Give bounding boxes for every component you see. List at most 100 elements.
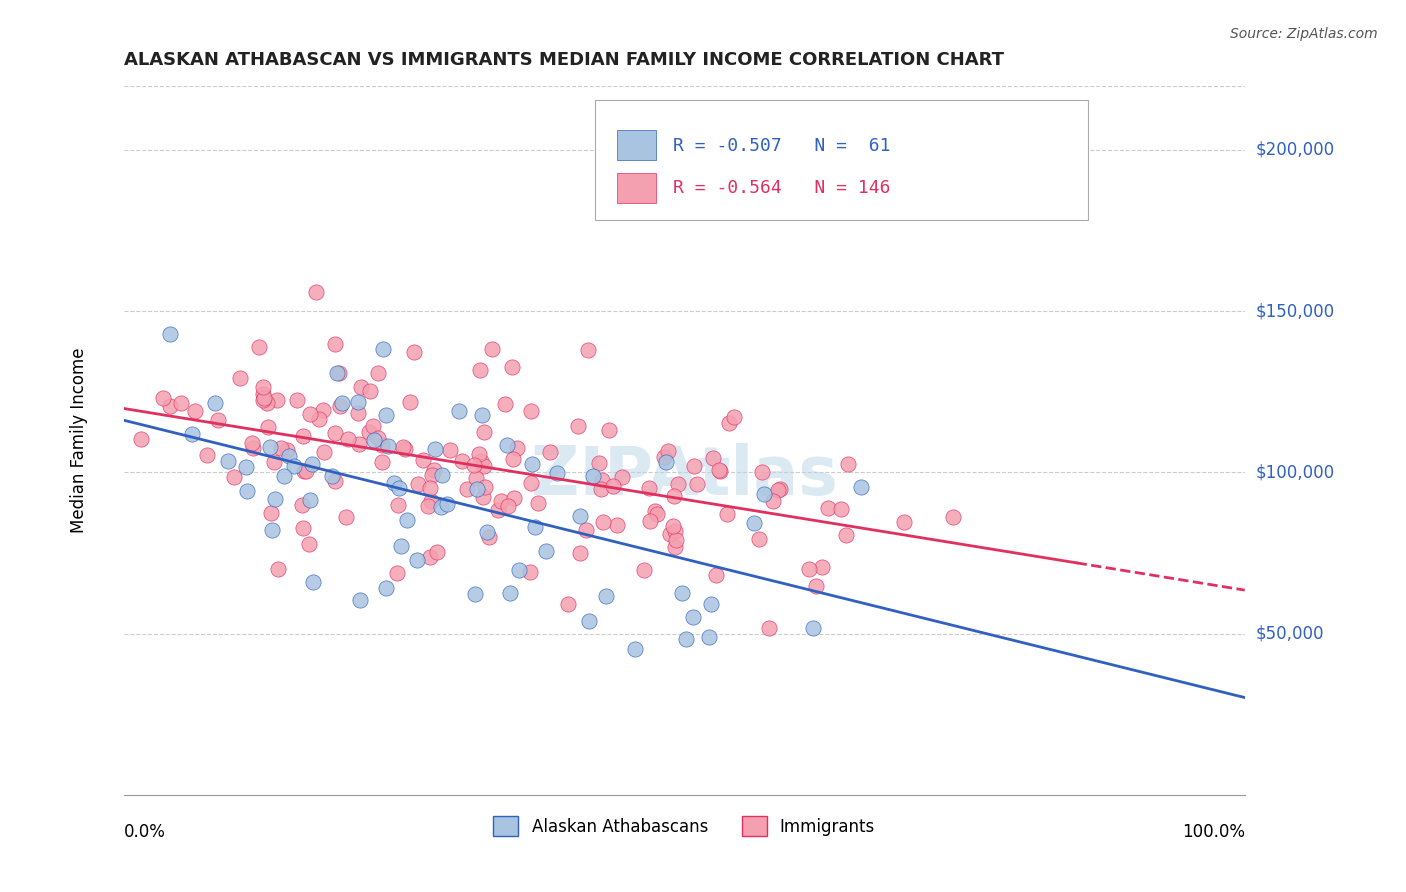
Alaskan Athabascans: [217, 453, 239, 467]
Text: 100.0%: 100.0%: [1181, 823, 1244, 841]
Immigrants: [229, 371, 252, 385]
Alaskan Athabascans: [682, 610, 704, 624]
Immigrants: [519, 565, 541, 579]
Immigrants: [276, 442, 298, 457]
Immigrants: [252, 380, 274, 394]
Text: $200,000: $200,000: [1256, 141, 1336, 159]
Immigrants: [686, 476, 709, 491]
Immigrants: [664, 524, 686, 539]
Alaskan Athabascans: [623, 641, 645, 656]
Immigrants: [242, 441, 264, 455]
Alaskan Athabascans: [382, 476, 405, 491]
Immigrants: [657, 444, 679, 458]
Immigrants: [361, 419, 384, 434]
Alaskan Athabascans: [326, 366, 349, 380]
Immigrants: [471, 490, 494, 504]
Alaskan Athabascans: [330, 396, 353, 410]
Immigrants: [762, 494, 785, 508]
Alaskan Athabascans: [675, 632, 697, 646]
Immigrants: [835, 527, 858, 541]
Immigrants: [589, 482, 612, 496]
Bar: [617, 173, 657, 202]
Alaskan Athabascans: [430, 500, 453, 515]
Immigrants: [347, 437, 370, 451]
Immigrants: [323, 426, 346, 441]
Immigrants: [811, 559, 834, 574]
Alaskan Athabascans: [471, 408, 494, 422]
Immigrants: [606, 517, 628, 532]
Immigrants: [494, 396, 516, 410]
Immigrants: [592, 515, 614, 529]
Immigrants: [478, 530, 501, 544]
Immigrants: [270, 442, 292, 456]
Immigrants: [394, 442, 416, 456]
Alaskan Athabascans: [377, 439, 399, 453]
Immigrants: [285, 392, 308, 407]
Alaskan Athabascans: [375, 581, 398, 595]
Immigrants: [598, 423, 620, 437]
Alaskan Athabascans: [395, 513, 418, 527]
Immigrants: [252, 392, 274, 407]
Alaskan Athabascans: [264, 491, 287, 506]
Immigrants: [769, 482, 792, 496]
Immigrants: [568, 546, 591, 560]
Alaskan Athabascans: [260, 523, 283, 537]
Immigrants: [129, 432, 152, 446]
Immigrants: [467, 447, 489, 461]
Immigrants: [489, 494, 512, 508]
Immigrants: [312, 403, 335, 417]
Immigrants: [665, 533, 688, 547]
Text: $100,000: $100,000: [1256, 463, 1336, 482]
Immigrants: [253, 392, 276, 406]
Immigrants: [292, 429, 315, 443]
Immigrants: [830, 502, 852, 516]
Immigrants: [481, 342, 503, 356]
Immigrants: [706, 567, 728, 582]
Immigrants: [474, 480, 496, 494]
Immigrants: [323, 336, 346, 351]
Alaskan Athabascans: [523, 520, 546, 534]
Immigrants: [638, 514, 661, 528]
Alaskan Athabascans: [475, 525, 498, 540]
Immigrants: [412, 453, 434, 467]
Immigrants: [207, 413, 229, 427]
Bar: [617, 130, 657, 160]
Immigrants: [159, 399, 181, 413]
Text: Median Family Income: Median Family Income: [70, 347, 89, 533]
Alaskan Athabascans: [371, 343, 394, 357]
Immigrants: [312, 445, 335, 459]
Alaskan Athabascans: [534, 544, 557, 558]
Immigrants: [329, 399, 352, 413]
Immigrants: [575, 523, 598, 537]
FancyBboxPatch shape: [595, 100, 1088, 220]
Immigrants: [367, 367, 389, 381]
Text: $150,000: $150,000: [1256, 302, 1336, 320]
Immigrants: [718, 416, 741, 430]
Immigrants: [337, 433, 360, 447]
Immigrants: [256, 396, 278, 410]
Immigrants: [486, 503, 509, 517]
Alaskan Athabascans: [235, 459, 257, 474]
Alaskan Athabascans: [465, 482, 488, 496]
Immigrants: [184, 404, 207, 418]
Alaskan Athabascans: [752, 487, 775, 501]
Immigrants: [501, 359, 523, 374]
Immigrants: [266, 392, 288, 407]
Immigrants: [633, 563, 655, 577]
Text: Source: ZipAtlas.com: Source: ZipAtlas.com: [1230, 27, 1378, 41]
Immigrants: [817, 501, 839, 516]
Immigrants: [197, 448, 219, 462]
Immigrants: [406, 477, 429, 491]
Alaskan Athabascans: [449, 404, 471, 418]
Alaskan Athabascans: [159, 327, 181, 342]
Immigrants: [470, 363, 492, 377]
Immigrants: [723, 410, 745, 425]
Immigrants: [557, 597, 579, 611]
Immigrants: [942, 510, 965, 524]
Immigrants: [666, 476, 689, 491]
Alaskan Athabascans: [301, 457, 323, 471]
Immigrants: [702, 451, 724, 466]
Alaskan Athabascans: [700, 597, 723, 611]
Immigrants: [502, 451, 524, 466]
Immigrants: [328, 367, 350, 381]
